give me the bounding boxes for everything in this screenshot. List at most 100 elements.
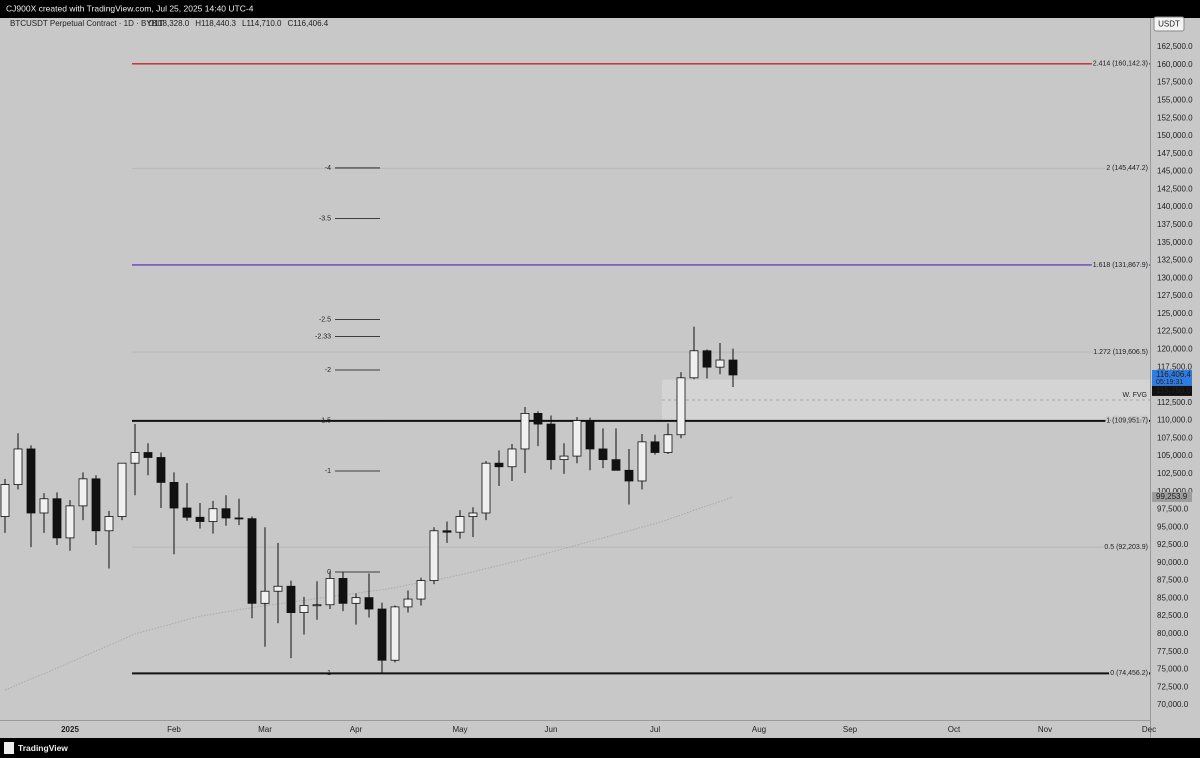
y-tick-label: 110,000.0 bbox=[1157, 416, 1193, 425]
candle-body bbox=[637, 441, 647, 482]
fib-left-label: 1 bbox=[327, 670, 331, 677]
candle-body bbox=[221, 508, 231, 519]
y-tick-label: 102,500.0 bbox=[1157, 469, 1193, 478]
candle-body bbox=[299, 605, 309, 613]
y-tick-label: 137,500.0 bbox=[1157, 220, 1193, 229]
candle-body bbox=[442, 530, 452, 533]
y-tick-label: 140,000.0 bbox=[1157, 202, 1193, 211]
candle-body bbox=[208, 508, 218, 522]
candle-body bbox=[689, 350, 699, 379]
logo bbox=[4, 742, 14, 754]
candle-body bbox=[455, 516, 465, 533]
candle-body bbox=[143, 452, 153, 458]
candle-body bbox=[351, 597, 361, 604]
fib-level-label: 2 (145,447.2) bbox=[1106, 165, 1148, 172]
candle-body bbox=[91, 478, 101, 532]
candle-body bbox=[364, 597, 374, 610]
header: CJ900X created with TradingView.com, Jul… bbox=[6, 3, 254, 13]
y-tick-label: 147,500.0 bbox=[1157, 149, 1193, 158]
y-tick-label: 77,500.0 bbox=[1157, 647, 1189, 656]
candle-body bbox=[182, 507, 192, 518]
candle-body bbox=[39, 498, 49, 514]
candle-body bbox=[520, 412, 530, 450]
x-tick-label: Jul bbox=[650, 725, 660, 734]
fib-level-label: 1 (109,951.7) bbox=[1106, 418, 1148, 425]
y-tick-label: 90,000.0 bbox=[1157, 558, 1189, 567]
candle-body bbox=[494, 462, 504, 468]
ohlc-value: C116,406.4 bbox=[287, 19, 328, 28]
candle-body bbox=[611, 459, 621, 471]
y-tick-label: 132,500.0 bbox=[1157, 256, 1193, 265]
y-tick-label: 112,500.0 bbox=[1157, 398, 1193, 407]
y-tick-label: 120,000.0 bbox=[1157, 344, 1193, 353]
candle-body bbox=[52, 498, 62, 539]
ohlc-legend: O118,328.0 H118,440.3 L114,710.0 C116,406.4 bbox=[148, 19, 329, 28]
candle-body bbox=[325, 578, 335, 606]
candle-body bbox=[559, 455, 569, 461]
y-tick-label: 85,000.0 bbox=[1157, 593, 1189, 602]
x-tick-label: Oct bbox=[948, 725, 961, 734]
y-tick-label: 82,500.0 bbox=[1157, 611, 1189, 620]
y-tick-label: 95,000.0 bbox=[1157, 522, 1189, 531]
x-tick-label: Mar bbox=[258, 725, 272, 734]
x-tick-label: Jun bbox=[545, 725, 558, 734]
candle-body bbox=[65, 505, 75, 539]
ma-price-label: 99,253.9 bbox=[1156, 492, 1188, 501]
y-tick-label: 160,000.0 bbox=[1157, 60, 1193, 69]
fvg-price-box bbox=[1152, 385, 1192, 396]
y-tick-label: 107,500.0 bbox=[1157, 433, 1193, 442]
y-tick-label: 162,500.0 bbox=[1157, 42, 1193, 51]
y-tick-label: 150,000.0 bbox=[1157, 131, 1193, 140]
candle-body bbox=[312, 604, 322, 607]
candle-body bbox=[624, 469, 634, 482]
candle-body bbox=[117, 462, 127, 517]
candle-body bbox=[130, 452, 140, 464]
candle-body bbox=[390, 606, 400, 661]
candle-body bbox=[338, 578, 348, 604]
candle-body bbox=[286, 585, 296, 613]
y-tick-label: 155,000.0 bbox=[1157, 95, 1193, 104]
fib-level-label: 2.414 (160,142.3) bbox=[1093, 61, 1148, 68]
y-tick-label: 75,000.0 bbox=[1157, 665, 1189, 674]
candle-body bbox=[0, 484, 10, 517]
y-tick-label: 92,500.0 bbox=[1157, 540, 1189, 549]
candle-body bbox=[156, 457, 166, 483]
fib-left-label: 0 bbox=[327, 569, 331, 576]
candle-body bbox=[13, 448, 23, 485]
currency-button[interactable] bbox=[1153, 16, 1185, 32]
chart-background bbox=[0, 18, 1200, 738]
candle-body bbox=[650, 441, 660, 453]
y-tick-label: 157,500.0 bbox=[1157, 78, 1193, 87]
y-tick-label: 105,000.0 bbox=[1157, 451, 1193, 460]
y-tick-label: 87,500.0 bbox=[1157, 576, 1189, 585]
x-tick-label: Nov bbox=[1038, 725, 1052, 734]
y-tick-label: 122,500.0 bbox=[1157, 327, 1193, 336]
fib-left-label: -2 bbox=[325, 367, 331, 374]
candle-body bbox=[663, 434, 673, 453]
candle-body bbox=[598, 448, 608, 461]
fvg-label: W. FVG bbox=[1123, 392, 1148, 399]
footer-brand: TradingView bbox=[18, 743, 68, 753]
fib-left-label: -4 bbox=[325, 165, 331, 172]
fib-level-label: 1.618 (131,867.9) bbox=[1093, 262, 1148, 269]
candle-body bbox=[169, 481, 179, 509]
candle-body bbox=[416, 580, 426, 600]
candle-body bbox=[260, 590, 270, 604]
y-tick-label: 80,000.0 bbox=[1157, 629, 1189, 638]
y-tick-label: 125,000.0 bbox=[1157, 309, 1193, 318]
y-tick-label: 100,000.0 bbox=[1157, 487, 1193, 496]
candle-body bbox=[78, 478, 88, 507]
candle-body bbox=[104, 516, 114, 532]
y-tick-label: 97,500.0 bbox=[1157, 505, 1189, 514]
y-tick-label: 70,000.0 bbox=[1157, 700, 1189, 709]
x-tick-label: Apr bbox=[350, 725, 363, 734]
candle-body bbox=[533, 412, 543, 425]
y-tick-label: 130,000.0 bbox=[1157, 273, 1193, 282]
y-tick-label: 117,500.0 bbox=[1157, 362, 1193, 371]
candle-body bbox=[728, 359, 738, 376]
last-price-box bbox=[1152, 369, 1192, 386]
currency-button-label[interactable]: USDT bbox=[1158, 20, 1180, 29]
candle-body bbox=[702, 350, 712, 368]
y-tick-label: 142,500.0 bbox=[1157, 184, 1193, 193]
candle-body bbox=[715, 359, 725, 368]
